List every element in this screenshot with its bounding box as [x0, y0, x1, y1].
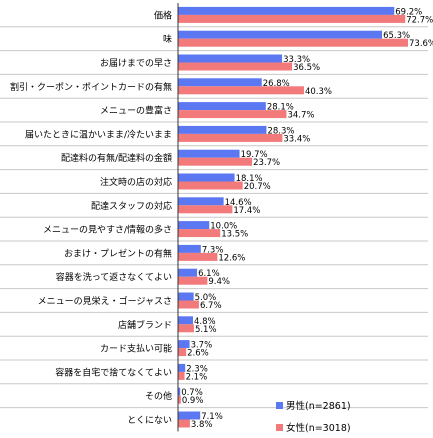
data-label-female: 13.5%: [221, 230, 248, 240]
data-label-female: 33.4%: [283, 134, 310, 144]
bar-female: [178, 229, 221, 238]
bar-female: [178, 110, 287, 119]
category-label: 容器を洗って返さなくてよい: [56, 271, 172, 283]
category-label: 価格: [154, 9, 172, 21]
legend-item-female: 女性(n=3018): [276, 416, 351, 438]
data-label-female: 12.6%: [218, 253, 245, 263]
bar-male: [178, 78, 262, 87]
category-label: 容器を自宅で捨てなくてよい: [55, 366, 172, 378]
bar-female: [178, 300, 199, 309]
legend-label-female: 女性(n=3018): [286, 423, 351, 434]
data-label-male: 7.1%: [201, 412, 223, 422]
bar-female: [178, 205, 233, 214]
legend-label-male: 男性(n=2861): [286, 401, 351, 412]
category-label: 割引・クーポン・ポイントカードの有無: [10, 81, 172, 93]
bar-male: [178, 54, 283, 63]
category-label: 配達料の有無/配達料の金額: [61, 152, 172, 164]
data-label-male: 26.8%: [263, 79, 290, 89]
legend-swatch-male: [276, 401, 283, 409]
bar-female: [178, 324, 194, 333]
bar-female: [178, 38, 408, 47]
bar-male: [178, 6, 395, 15]
bar-female: [178, 86, 304, 95]
data-label-female: 36.5%: [293, 63, 320, 73]
data-label-male: 10.0%: [210, 222, 237, 232]
data-label-male: 3.7%: [191, 341, 213, 351]
bar-female: [178, 419, 190, 428]
category-label: 届いたときに温かいまま/冷たいまま: [25, 128, 172, 140]
data-label-female: 23.7%: [253, 158, 280, 168]
bar-female: [178, 348, 187, 357]
bar-female: [178, 181, 243, 190]
data-label-male: 14.6%: [225, 198, 252, 208]
data-label-female: 34.7%: [287, 111, 314, 121]
category-label: おまけ・プレゼントの有無: [64, 247, 172, 259]
bar-female: [178, 395, 181, 404]
data-label-male: 2.3%: [186, 364, 208, 374]
bar-female: [178, 157, 253, 166]
bar-female: [178, 133, 283, 142]
bar-male: [178, 149, 240, 158]
bar-male: [178, 125, 267, 134]
data-label-female: 5.1%: [195, 325, 217, 335]
data-label-female: 9.4%: [208, 277, 230, 287]
data-label-male: 69.2%: [395, 7, 422, 17]
data-label-male: 33.3%: [283, 55, 310, 65]
bar-male: [178, 197, 224, 206]
category-label: 配達スタッフの対応: [91, 200, 172, 212]
data-label-male: 28.3%: [267, 126, 294, 136]
data-label-female: 40.3%: [305, 87, 332, 97]
data-label-female: 2.6%: [187, 349, 209, 359]
data-label-female: 20.7%: [244, 182, 271, 192]
bar-male: [178, 411, 201, 420]
bar-male: [178, 30, 383, 39]
data-label-male: 6.1%: [198, 269, 220, 279]
category-label: 店舗ブランド: [118, 319, 172, 331]
data-label-male: 4.8%: [194, 317, 216, 327]
legend-swatch-female: [276, 423, 283, 431]
category-label: 味: [163, 33, 172, 45]
bar-male: [178, 102, 266, 111]
data-label-female: 72.7%: [406, 15, 433, 25]
bar-male: [178, 268, 198, 277]
category-label: メニューの見栄え・ゴージャスさ: [38, 295, 172, 307]
bar-female: [178, 276, 208, 285]
bar-female: [178, 371, 185, 380]
category-label: とくにない: [127, 415, 172, 426]
bar-male: [178, 363, 186, 372]
bar-male: [178, 173, 235, 182]
category-label: その他: [145, 390, 172, 402]
data-label-female: 0.9%: [182, 396, 204, 406]
bar-male: [178, 221, 210, 230]
legend: 男性(n=2861) 女性(n=3018): [276, 394, 351, 438]
data-label-female: 73.6%: [409, 39, 433, 49]
data-label-female: 2.1%: [186, 372, 208, 382]
data-label-male: 28.1%: [267, 103, 294, 113]
bar-female: [178, 252, 218, 261]
data-label-female: 17.4%: [233, 206, 260, 216]
data-label-male: 18.1%: [236, 174, 263, 184]
category-label: メニューの見やすさ/情報の多さ: [43, 224, 172, 236]
data-label-male: 5.0%: [195, 293, 217, 303]
bar-female: [178, 14, 406, 23]
category-label: メニューの豊富さ: [100, 105, 172, 117]
bar-male: [178, 292, 194, 301]
data-label-female: 6.7%: [200, 301, 222, 311]
category-label: カード支払い可能: [100, 343, 172, 355]
legend-item-male: 男性(n=2861): [276, 394, 351, 416]
data-label-male: 19.7%: [241, 150, 268, 160]
category-label: 注文時の店の対応: [100, 176, 172, 188]
bar-male: [178, 340, 190, 349]
data-label-male: 65.3%: [383, 31, 410, 41]
data-label-female: 3.8%: [191, 420, 213, 430]
bar-male: [178, 387, 181, 396]
category-label: お届けまでの早さ: [100, 58, 172, 69]
bar-male: [178, 244, 201, 253]
bar-male: [178, 316, 193, 325]
data-label-male: 0.7%: [181, 388, 203, 398]
data-label-male: 7.3%: [202, 245, 224, 255]
bar-female: [178, 62, 293, 71]
